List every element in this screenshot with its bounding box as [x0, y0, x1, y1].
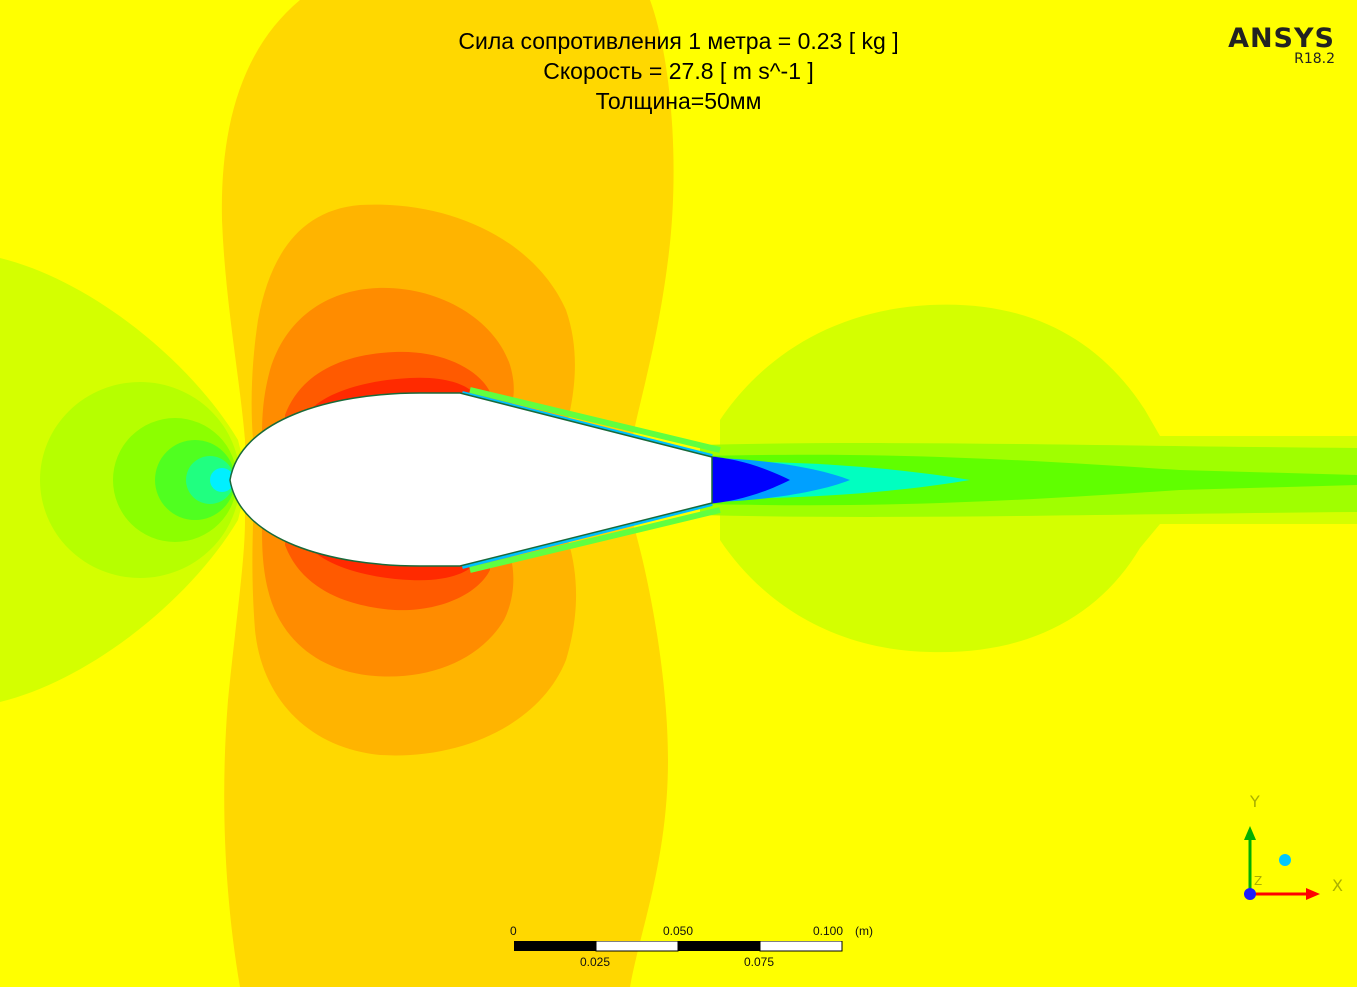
thickness-label: Толщина=50мм [595, 88, 762, 114]
contour-cyan-stagnation [210, 468, 234, 492]
scale-label-100: 0.100 [813, 924, 844, 938]
x-axis-label: X [1332, 876, 1343, 895]
scale-unit: (m) [855, 924, 873, 938]
z-axis-label: Z [1254, 874, 1263, 888]
airfoil-body[interactable] [229, 392, 713, 567]
scale-label-075: 0.075 [744, 955, 775, 969]
scale-label-0: 0 [510, 924, 517, 938]
title-block: Сила сопротивления 1 метра = 0.23 [ kg ]… [0, 26, 1357, 116]
triad-arrows [1244, 826, 1320, 900]
boundary-layer-bottom-green [469, 507, 721, 573]
ansys-brand: ANSYS [1228, 23, 1335, 54]
contour-wake-green-2 [705, 454, 1357, 506]
scale-bar [514, 941, 843, 952]
axis-triad[interactable]: Y X Z [1230, 790, 1350, 910]
boundary-layer-top-green [469, 387, 721, 453]
contour-wake-blue [705, 456, 790, 504]
ansys-version: R18.2 [1294, 51, 1335, 67]
y-axis-label: Y [1250, 792, 1260, 811]
drag-force-label: Сила сопротивления 1 метра = 0.23 [ kg ] [458, 28, 899, 54]
ansys-logo: ANSYS R18.2 [1228, 23, 1335, 67]
velocity-label: Скорость = 27.8 [ m s^-1 ] [543, 58, 814, 84]
scale-ruler: 0 0.050 0.100 (m) 0.025 0.075 [505, 920, 895, 980]
scale-label-050: 0.050 [663, 924, 694, 938]
scale-label-025: 0.025 [580, 955, 611, 969]
